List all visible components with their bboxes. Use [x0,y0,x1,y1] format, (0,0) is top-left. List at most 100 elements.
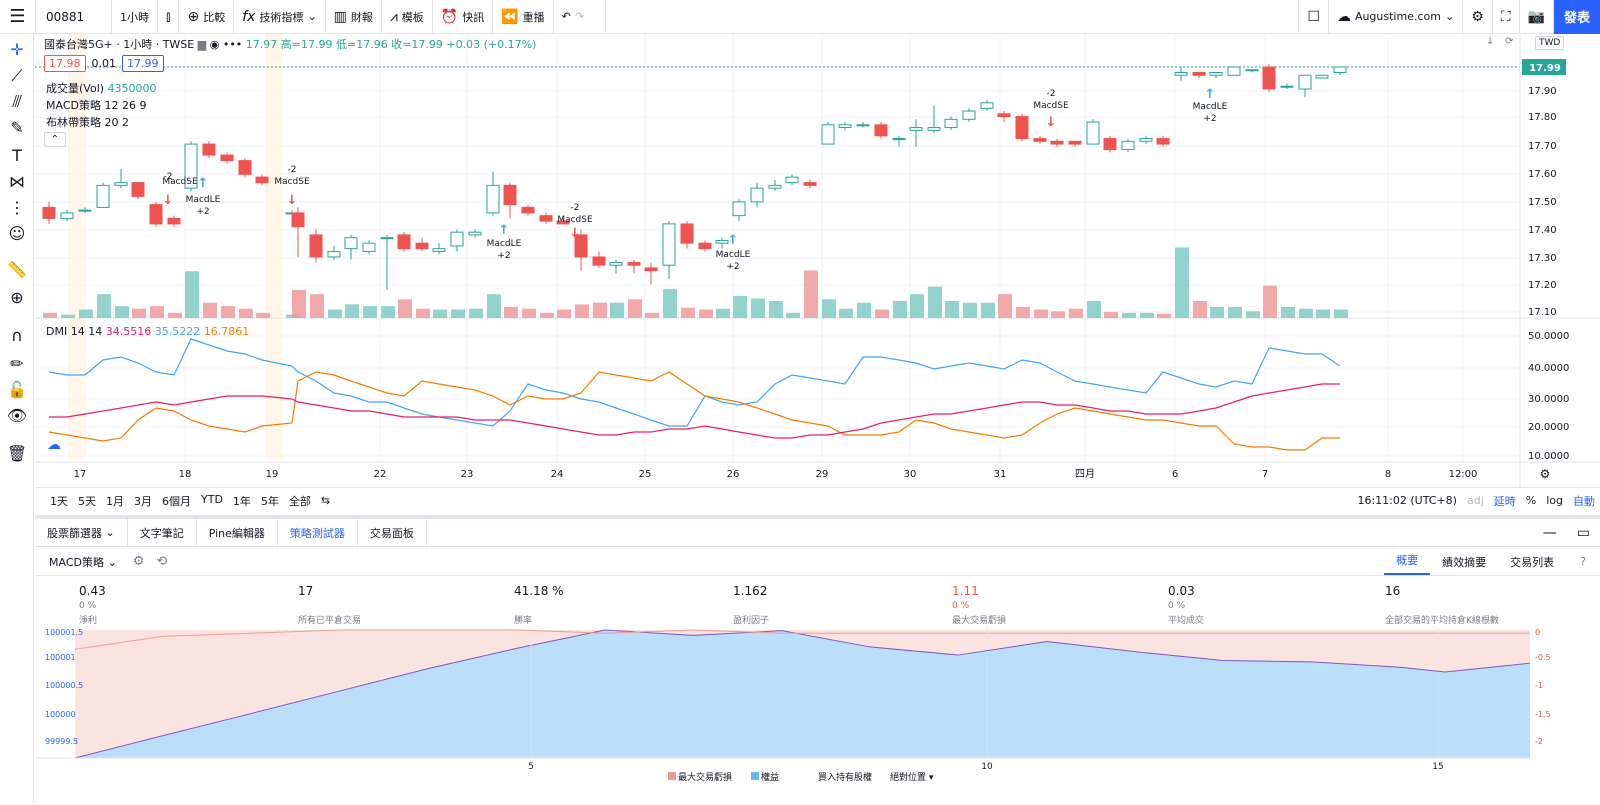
lock-icon[interactable]: 🔓 [7,380,27,399]
tab-performance[interactable]: 績效摘要 [1442,555,1487,569]
range-button[interactable]: YTD [201,492,223,506]
redo-icon[interactable]: ↷ [574,10,585,23]
indicators-button[interactable]: fx 技術指標 ⌄ [234,0,326,34]
equity-legend-item[interactable]: 買入持有股權 [818,771,872,783]
range-button[interactable]: 1月 [106,494,124,508]
flag-icon[interactable]: ▆ [197,38,207,51]
minimize-icon[interactable]: — [1542,524,1557,541]
prediction-icon[interactable]: ⋮ [9,198,25,217]
emoji-icon[interactable]: ☺ [8,224,26,243]
volume-bar [716,308,730,318]
tab-strategy-tester[interactable]: 策略測試器 [278,518,358,547]
volume-legend[interactable]: 成交量(Vol) 4350000 [46,82,157,95]
checkbox-button[interactable]: ☐ [1299,0,1329,34]
compare-button[interactable]: ⊕ 比較 [179,0,235,34]
equity-legend-item[interactable]: 權益 [761,771,779,783]
log-toggle[interactable]: log [1546,494,1563,507]
trendline-icon[interactable]: ⟋ [11,66,23,85]
equity-chart[interactable]: 100001.5 100001 100000.5 100000 99999.5 0 -0.5… [35,628,1600,805]
scroll-down-icon[interactable]: ↓ [1486,36,1495,47]
volume-bar [1316,309,1330,318]
range-button[interactable]: 6個月 [162,494,191,508]
templates-button[interactable]: ⩘ 模板 [382,0,433,34]
tab-overview[interactable]: 概要 [1384,548,1431,575]
currency-label[interactable]: TWD [1535,36,1565,50]
strategy-select[interactable]: MACD策略 ⌄ [49,555,117,569]
metric: 0.03 0 % 平均成交 [1168,584,1204,626]
range-button[interactable]: 1天 [50,494,68,508]
range-button[interactable]: 3月 [134,494,152,508]
symbol-title[interactable]: 國泰台灣5G+ · 1小時 · TWSE [44,38,195,51]
symbol-search[interactable]: 00881 [36,0,112,34]
equity-legend-item[interactable]: 絕對位置 ▾ [890,771,934,783]
collapse-legend-button[interactable]: ⌃ [44,132,66,147]
settings-icon[interactable]: ⚙ [1540,467,1551,481]
crosshair-icon[interactable]: ✛ [10,40,24,59]
time-tick: 30 [904,469,917,480]
settings-button[interactable]: ⚙ [1463,0,1493,34]
trash-icon[interactable]: 🗑 [6,444,28,463]
alerts-button[interactable]: ⏰ 快訊 [433,0,494,34]
dmi-legend[interactable]: DMI 14 14 34.5516 35.5222 16.7861 [46,325,250,338]
undo-icon[interactable]: ↶ [561,10,571,23]
publish-button[interactable]: 發表 [1554,0,1600,34]
replay-button[interactable]: ⏪ 重播 [493,0,554,34]
settings-circle-icon[interactable]: ⚙ [132,554,145,569]
refresh-icon[interactable]: ⟲ [156,554,168,569]
main-chart[interactable]: -2MacdSEMacdLE+2-2MacdSEMacdLE+2-2MacdSE… [35,34,1600,489]
candle-type-button[interactable]: ⫾ [158,0,180,34]
tab-pine-editor[interactable]: Pine編輯器 [197,518,278,547]
candle-body [503,184,517,206]
range-button[interactable]: 5天 [78,494,96,508]
ruler-icon[interactable]: 📏 [7,260,27,279]
volume-bar [857,302,871,318]
tab-trades-list[interactable]: 交易列表 [1510,555,1555,569]
range-button[interactable]: 1年 [232,494,251,508]
brush-icon[interactable]: ✎ [10,118,24,137]
macd-legend[interactable]: MACD策略 12 26 9 [46,99,147,112]
volume-bar [310,294,324,318]
tab-trading-panel[interactable]: 交易面板 [358,518,427,547]
extended-toggle[interactable]: 延時 [1493,494,1516,508]
bid-price[interactable]: 17.98 [44,55,86,72]
pattern-icon[interactable]: ⋈ [9,172,25,191]
menu-icon[interactable]: ☰ [0,0,36,34]
clock[interactable]: 16:11:02 (UTC+8) [1357,494,1457,507]
volume-bar [115,306,129,318]
equity-x-tick: 5 [528,762,534,772]
maximize-icon[interactable]: ▭ [1576,524,1590,541]
price-tick: 17.10 [1528,307,1557,318]
layout-select[interactable]: ☁ Augustime.com ⌄ [1329,0,1464,34]
range-button[interactable]: 全部 [288,494,311,508]
goto-date-icon[interactable]: ⇆ [320,494,331,507]
volume-bar [557,309,571,318]
help-icon[interactable]: ? [1580,555,1586,568]
interval-select[interactable]: 1小時 [112,0,158,34]
reset-icon[interactable]: ⟳ [1505,36,1514,47]
adj-toggle[interactable]: adj [1466,494,1484,507]
volume-bar [1299,308,1313,318]
snapshot-button[interactable]: 📷 [1520,0,1554,34]
tab-notes[interactable]: 文字筆記 [128,518,197,547]
magnet-icon[interactable]: ∩ [11,326,23,345]
pencil-lock-icon[interactable]: ✏ [10,354,24,373]
tab-screener[interactable]: 股票篩選器 ⌄ [35,518,128,547]
bollinger-legend[interactable]: 布林帶策略 20 2 [46,116,129,129]
time-tick: 29 [816,469,829,480]
auto-toggle[interactable]: 自動 [1573,494,1595,508]
eye-icon[interactable]: 👁 [6,406,28,425]
zoom-icon[interactable]: ⊕ [10,288,24,307]
range-button[interactable]: 5年 [260,494,279,508]
undo-redo[interactable]: ↶ ↷ [554,0,606,34]
fullscreen-button[interactable]: ⛶ [1493,0,1520,34]
financials-button[interactable]: ▥ 財報 [326,0,382,34]
eye-icon[interactable]: ◉ [209,38,220,51]
text-icon[interactable]: T [12,146,22,165]
signal-label: -2 [571,203,580,213]
more-icon[interactable]: ••• [222,38,243,51]
fib-icon[interactable]: ⫻ [12,92,22,111]
ask-price[interactable]: 17.99 [122,55,164,72]
candle-body [592,256,606,266]
percent-toggle[interactable]: % [1525,494,1537,507]
equity-legend-item[interactable]: 最大交易虧損 [678,771,732,783]
